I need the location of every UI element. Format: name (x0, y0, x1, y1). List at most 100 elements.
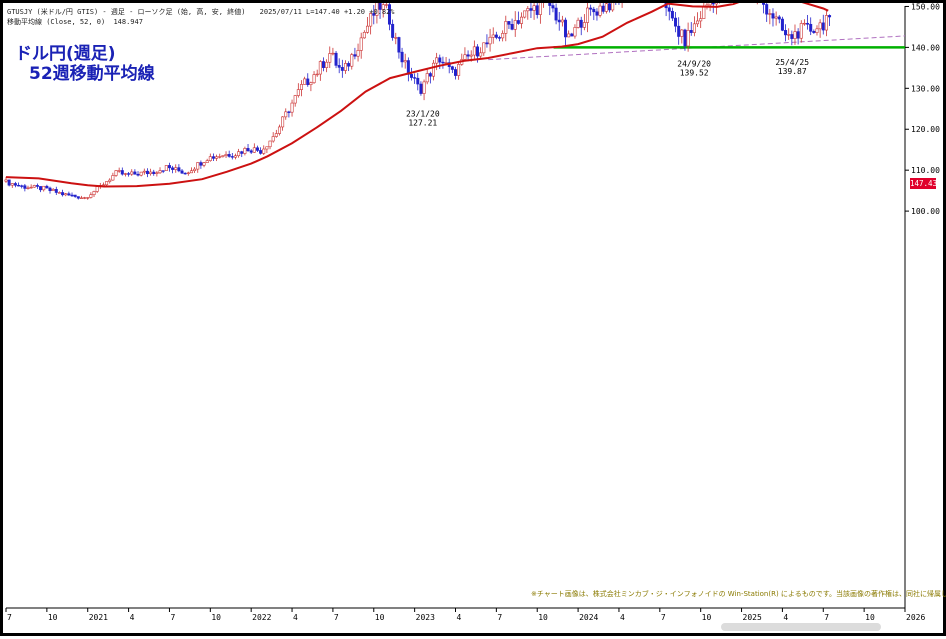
candle-body (780, 18, 784, 31)
y-tick-label: 110.00 (911, 166, 940, 175)
candle-body (268, 140, 272, 148)
candle-body (337, 65, 341, 68)
y-tick-label: 140.00 (911, 43, 940, 52)
candle-body (127, 173, 131, 175)
x-tick-label: 7 (497, 613, 502, 622)
candle-body (48, 187, 52, 191)
candle-body (64, 193, 68, 196)
current-price-tag: 147.43 (910, 178, 938, 189)
candle-body (199, 162, 203, 166)
candle-body (299, 84, 303, 90)
candle-body (774, 16, 778, 19)
x-tick-label: 2022 (252, 613, 271, 622)
candle-body (174, 167, 178, 170)
candle-body (557, 19, 561, 23)
candle-body (683, 29, 687, 47)
price-chart[interactable]: 100.00110.00120.00130.00140.00150.00160.… (3, 3, 946, 639)
candle-body (796, 31, 800, 39)
candle-body (765, 4, 769, 15)
candle-body (180, 170, 184, 174)
candle-body (784, 30, 788, 36)
candle-body (309, 82, 313, 85)
candle-body (218, 156, 222, 158)
candle-body (312, 74, 316, 84)
candle-body (598, 5, 602, 16)
candle-body (331, 52, 335, 55)
candle-body (472, 46, 476, 56)
candle-body (321, 61, 325, 68)
candle-body (353, 54, 357, 57)
candle-body (413, 77, 417, 79)
candle-body (391, 23, 395, 38)
candle-body (428, 73, 432, 77)
candle-body (211, 156, 215, 159)
candle-body (425, 73, 429, 83)
candle-body (233, 155, 237, 158)
candle-body (466, 54, 470, 57)
candle-body (45, 185, 49, 189)
candle-body (86, 197, 90, 199)
x-tick-label: 4 (293, 613, 298, 622)
candle-body (95, 186, 99, 192)
zoom-scrollbar[interactable] (721, 623, 881, 631)
candle-body (768, 13, 772, 15)
candle-body (491, 34, 495, 38)
candle-body (79, 197, 83, 199)
y-tick-label: 150.00 (911, 3, 940, 11)
candle-body (142, 170, 146, 173)
candle-body (670, 10, 674, 19)
candle-body (582, 22, 586, 28)
candle-body (589, 7, 593, 10)
candle-body (70, 194, 74, 197)
candle-body (815, 28, 819, 33)
candle-body (67, 193, 71, 196)
x-tick-label: 4 (130, 613, 135, 622)
candle-body (158, 170, 162, 174)
candle-body (507, 21, 511, 25)
candle-body (362, 32, 366, 39)
candle-body (529, 8, 533, 11)
candle-body (689, 30, 693, 33)
candle-body (378, 3, 382, 10)
candle-body (441, 61, 445, 64)
candle-body (108, 179, 112, 182)
candle-body (183, 172, 187, 175)
x-tick-label: 2025 (743, 613, 762, 622)
candle-body (23, 185, 27, 189)
candle-body (54, 189, 58, 193)
candle-body (111, 175, 115, 181)
y-tick-label: 130.00 (911, 84, 940, 93)
chart-header: GTUSJY (米ドル/円 GTIS) - 週足 - ローソク足 (始, 高, … (7, 7, 395, 17)
candle-body (186, 172, 190, 174)
candle-body (674, 17, 678, 27)
candle-body (350, 54, 354, 67)
candle-body (453, 69, 457, 76)
candle-body (494, 34, 498, 38)
candle-body (444, 62, 448, 64)
candle-body (4, 179, 8, 182)
candle-body (325, 61, 329, 68)
candle-body (227, 154, 231, 157)
x-tick-label: 7 (824, 613, 829, 622)
candle-body (384, 4, 388, 6)
candle-body (419, 83, 423, 94)
candle-body (369, 13, 373, 27)
x-tick-label: 2026 (906, 613, 925, 622)
candle-body (265, 146, 269, 150)
candle-body (255, 147, 259, 151)
candle-body (397, 37, 401, 53)
candle-body (26, 187, 30, 190)
symbol-label: GTUSJY (米ドル/円 GTIS) - 週足 - ローソク足 (始, 高, … (7, 8, 246, 16)
candle-body (516, 20, 520, 24)
candle-body (799, 23, 803, 39)
candle-body (771, 13, 775, 19)
candle-body (790, 34, 794, 39)
candle-body (243, 148, 247, 154)
candle-body (221, 155, 225, 157)
chart-title-line1: ドル円(週足) (15, 44, 116, 64)
candle-body (806, 22, 810, 25)
candle-body (422, 81, 426, 94)
candle-body (504, 21, 508, 34)
candle-body (520, 16, 524, 24)
candle-body (375, 3, 379, 16)
